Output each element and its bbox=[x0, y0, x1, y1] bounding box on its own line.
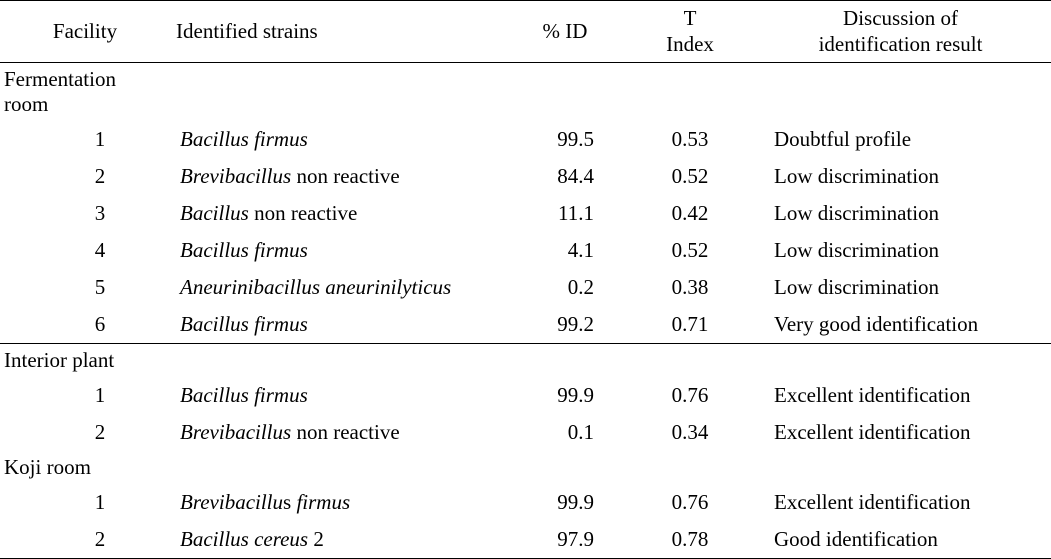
row-index: 2 bbox=[0, 521, 170, 559]
row-discussion: Low discrimination bbox=[750, 269, 1051, 306]
row-discussion: Low discrimination bbox=[750, 195, 1051, 232]
table-header-row: Facility Identified strains % ID T Index… bbox=[0, 1, 1051, 63]
row-index: 1 bbox=[0, 377, 170, 414]
table-row: 1 Bacillus firmus 99.90.76Excellent identi… bbox=[0, 377, 1051, 414]
row-strain-italic: Brevibacillus bbox=[180, 420, 291, 444]
row-strain-italic: Aneurinibacillus aneurinilyticus bbox=[180, 275, 451, 299]
row-strain-italic: Bacillus cereus bbox=[180, 527, 308, 551]
row-strain: Bacillus firmus bbox=[170, 121, 500, 158]
row-tindex: 0.42 bbox=[630, 195, 750, 232]
row-pctid: 99.9 bbox=[500, 377, 630, 414]
row-tindex: 0.76 bbox=[630, 484, 750, 521]
row-tindex: 0.52 bbox=[630, 232, 750, 269]
row-index: 1 bbox=[0, 484, 170, 521]
row-discussion: Excellent identification bbox=[750, 377, 1051, 414]
row-tindex: 0.38 bbox=[630, 269, 750, 306]
row-strain-italic: Bacillus firmus bbox=[180, 383, 308, 407]
col-header-facility: Facility bbox=[0, 1, 170, 63]
col-header-discussion-line1: Discussion of bbox=[843, 6, 958, 30]
row-pctid: 4.1 bbox=[500, 232, 630, 269]
row-index: 2 bbox=[0, 158, 170, 195]
row-strain: Bacillus non reactive bbox=[170, 195, 500, 232]
row-strain-italic: Bacillus firmus bbox=[180, 238, 308, 262]
row-strain: Brevibacillus firmus bbox=[170, 484, 500, 521]
row-pctid: 0.1 bbox=[500, 414, 630, 451]
strains-table: Facility Identified strains % ID T Index… bbox=[0, 0, 1051, 559]
row-tindex: 0.53 bbox=[630, 121, 750, 158]
row-discussion: Low discrimination bbox=[750, 232, 1051, 269]
row-tindex: 0.34 bbox=[630, 414, 750, 451]
row-discussion: Excellent identification bbox=[750, 414, 1051, 451]
row-tindex: 0.52 bbox=[630, 158, 750, 195]
row-index: 6 bbox=[0, 306, 170, 344]
row-pctid: 0.2 bbox=[500, 269, 630, 306]
table-row: 6 Bacillus firmus 99.20.71Very good identi… bbox=[0, 306, 1051, 344]
col-header-discussion-line2: identification result bbox=[819, 32, 983, 56]
row-strain: Bacillus cereus 2 bbox=[170, 521, 500, 559]
row-index: 1 bbox=[0, 121, 170, 158]
row-tindex: 0.76 bbox=[630, 377, 750, 414]
col-header-tindex-line2: Index bbox=[666, 32, 714, 56]
row-strain-plain: non reactive bbox=[291, 164, 399, 188]
section-label-line1: Fermentation bbox=[4, 67, 116, 91]
row-discussion: Excellent identification bbox=[750, 484, 1051, 521]
col-header-discussion: Discussion of identification result bbox=[750, 1, 1051, 63]
section-label-line1: Koji room bbox=[4, 455, 91, 479]
section-label: Fermentationroom bbox=[0, 62, 1051, 121]
section-label-line1: Interior plant bbox=[4, 348, 114, 372]
section-label: Interior plant bbox=[0, 343, 1051, 377]
table-row: 1Brevibacillus firmus99.90.76Excellent i… bbox=[0, 484, 1051, 521]
table-row: 2Bacillus cereus 297.90.78Good identific… bbox=[0, 521, 1051, 559]
col-header-tindex: T Index bbox=[630, 1, 750, 63]
row-strain-italic: Brevibacillu bbox=[180, 490, 283, 514]
row-strain: Bacillus firmus bbox=[170, 306, 500, 344]
row-strain: Brevibacillus non reactive bbox=[170, 414, 500, 451]
row-strain-italic-tail: firmus bbox=[291, 490, 350, 514]
row-strain-plain-mid: s bbox=[283, 490, 291, 514]
row-tindex: 0.78 bbox=[630, 521, 750, 559]
row-strain-plain: non reactive bbox=[291, 420, 399, 444]
col-header-pctid: % ID bbox=[500, 1, 630, 63]
row-index: 2 bbox=[0, 414, 170, 451]
table-row: 2Brevibacillus non reactive0.10.34Excell… bbox=[0, 414, 1051, 451]
row-pctid: 97.9 bbox=[500, 521, 630, 559]
row-pctid: 84.4 bbox=[500, 158, 630, 195]
table-row: 1 Bacillus firmus 99.50.53Doubtful profile bbox=[0, 121, 1051, 158]
table-body: Fermentationroom1Bacillus firmus99.50.53… bbox=[0, 62, 1051, 559]
row-index: 5 bbox=[0, 269, 170, 306]
table-row: 4 Bacillus firmus 4.10.52Low discriminatio… bbox=[0, 232, 1051, 269]
row-pctid: 99.2 bbox=[500, 306, 630, 344]
row-discussion: Low discrimination bbox=[750, 158, 1051, 195]
row-tindex: 0.71 bbox=[630, 306, 750, 344]
row-index: 3 bbox=[0, 195, 170, 232]
row-strain-italic: Bacillus bbox=[180, 201, 249, 225]
section-label-row: Interior plant bbox=[0, 343, 1051, 377]
row-pctid: 99.9 bbox=[500, 484, 630, 521]
row-discussion: Doubtful profile bbox=[750, 121, 1051, 158]
table-row: 2Brevibacillus non reactive84.40.52Low d… bbox=[0, 158, 1051, 195]
section-label-row: Fermentationroom bbox=[0, 62, 1051, 121]
row-index: 4 bbox=[0, 232, 170, 269]
section-label-row: Koji room bbox=[0, 451, 1051, 484]
section-label-line2: room bbox=[4, 92, 48, 116]
table-row: 3Bacillus non reactive11.10.42Low discri… bbox=[0, 195, 1051, 232]
row-strain: Bacillus firmus bbox=[170, 377, 500, 414]
table-row: 5 Aneurinibacillus aneurinilyticus 0.20.38… bbox=[0, 269, 1051, 306]
row-strain-italic: Bacillus firmus bbox=[180, 127, 308, 151]
row-pctid: 11.1 bbox=[500, 195, 630, 232]
row-strain-italic: Bacillus firmus bbox=[180, 312, 308, 336]
row-strain: Bacillus firmus bbox=[170, 232, 500, 269]
col-header-strains: Identified strains bbox=[170, 1, 500, 63]
row-discussion: Good identification bbox=[750, 521, 1051, 559]
section-label: Koji room bbox=[0, 451, 1051, 484]
row-pctid: 99.5 bbox=[500, 121, 630, 158]
row-discussion: Very good identification bbox=[750, 306, 1051, 344]
row-strain-italic: Brevibacillus bbox=[180, 164, 291, 188]
row-strain: Aneurinibacillus aneurinilyticus bbox=[170, 269, 500, 306]
row-strain-plain: 2 bbox=[308, 527, 324, 551]
row-strain-plain: non reactive bbox=[249, 201, 357, 225]
row-strain: Brevibacillus non reactive bbox=[170, 158, 500, 195]
col-header-tindex-line1: T bbox=[684, 6, 697, 30]
